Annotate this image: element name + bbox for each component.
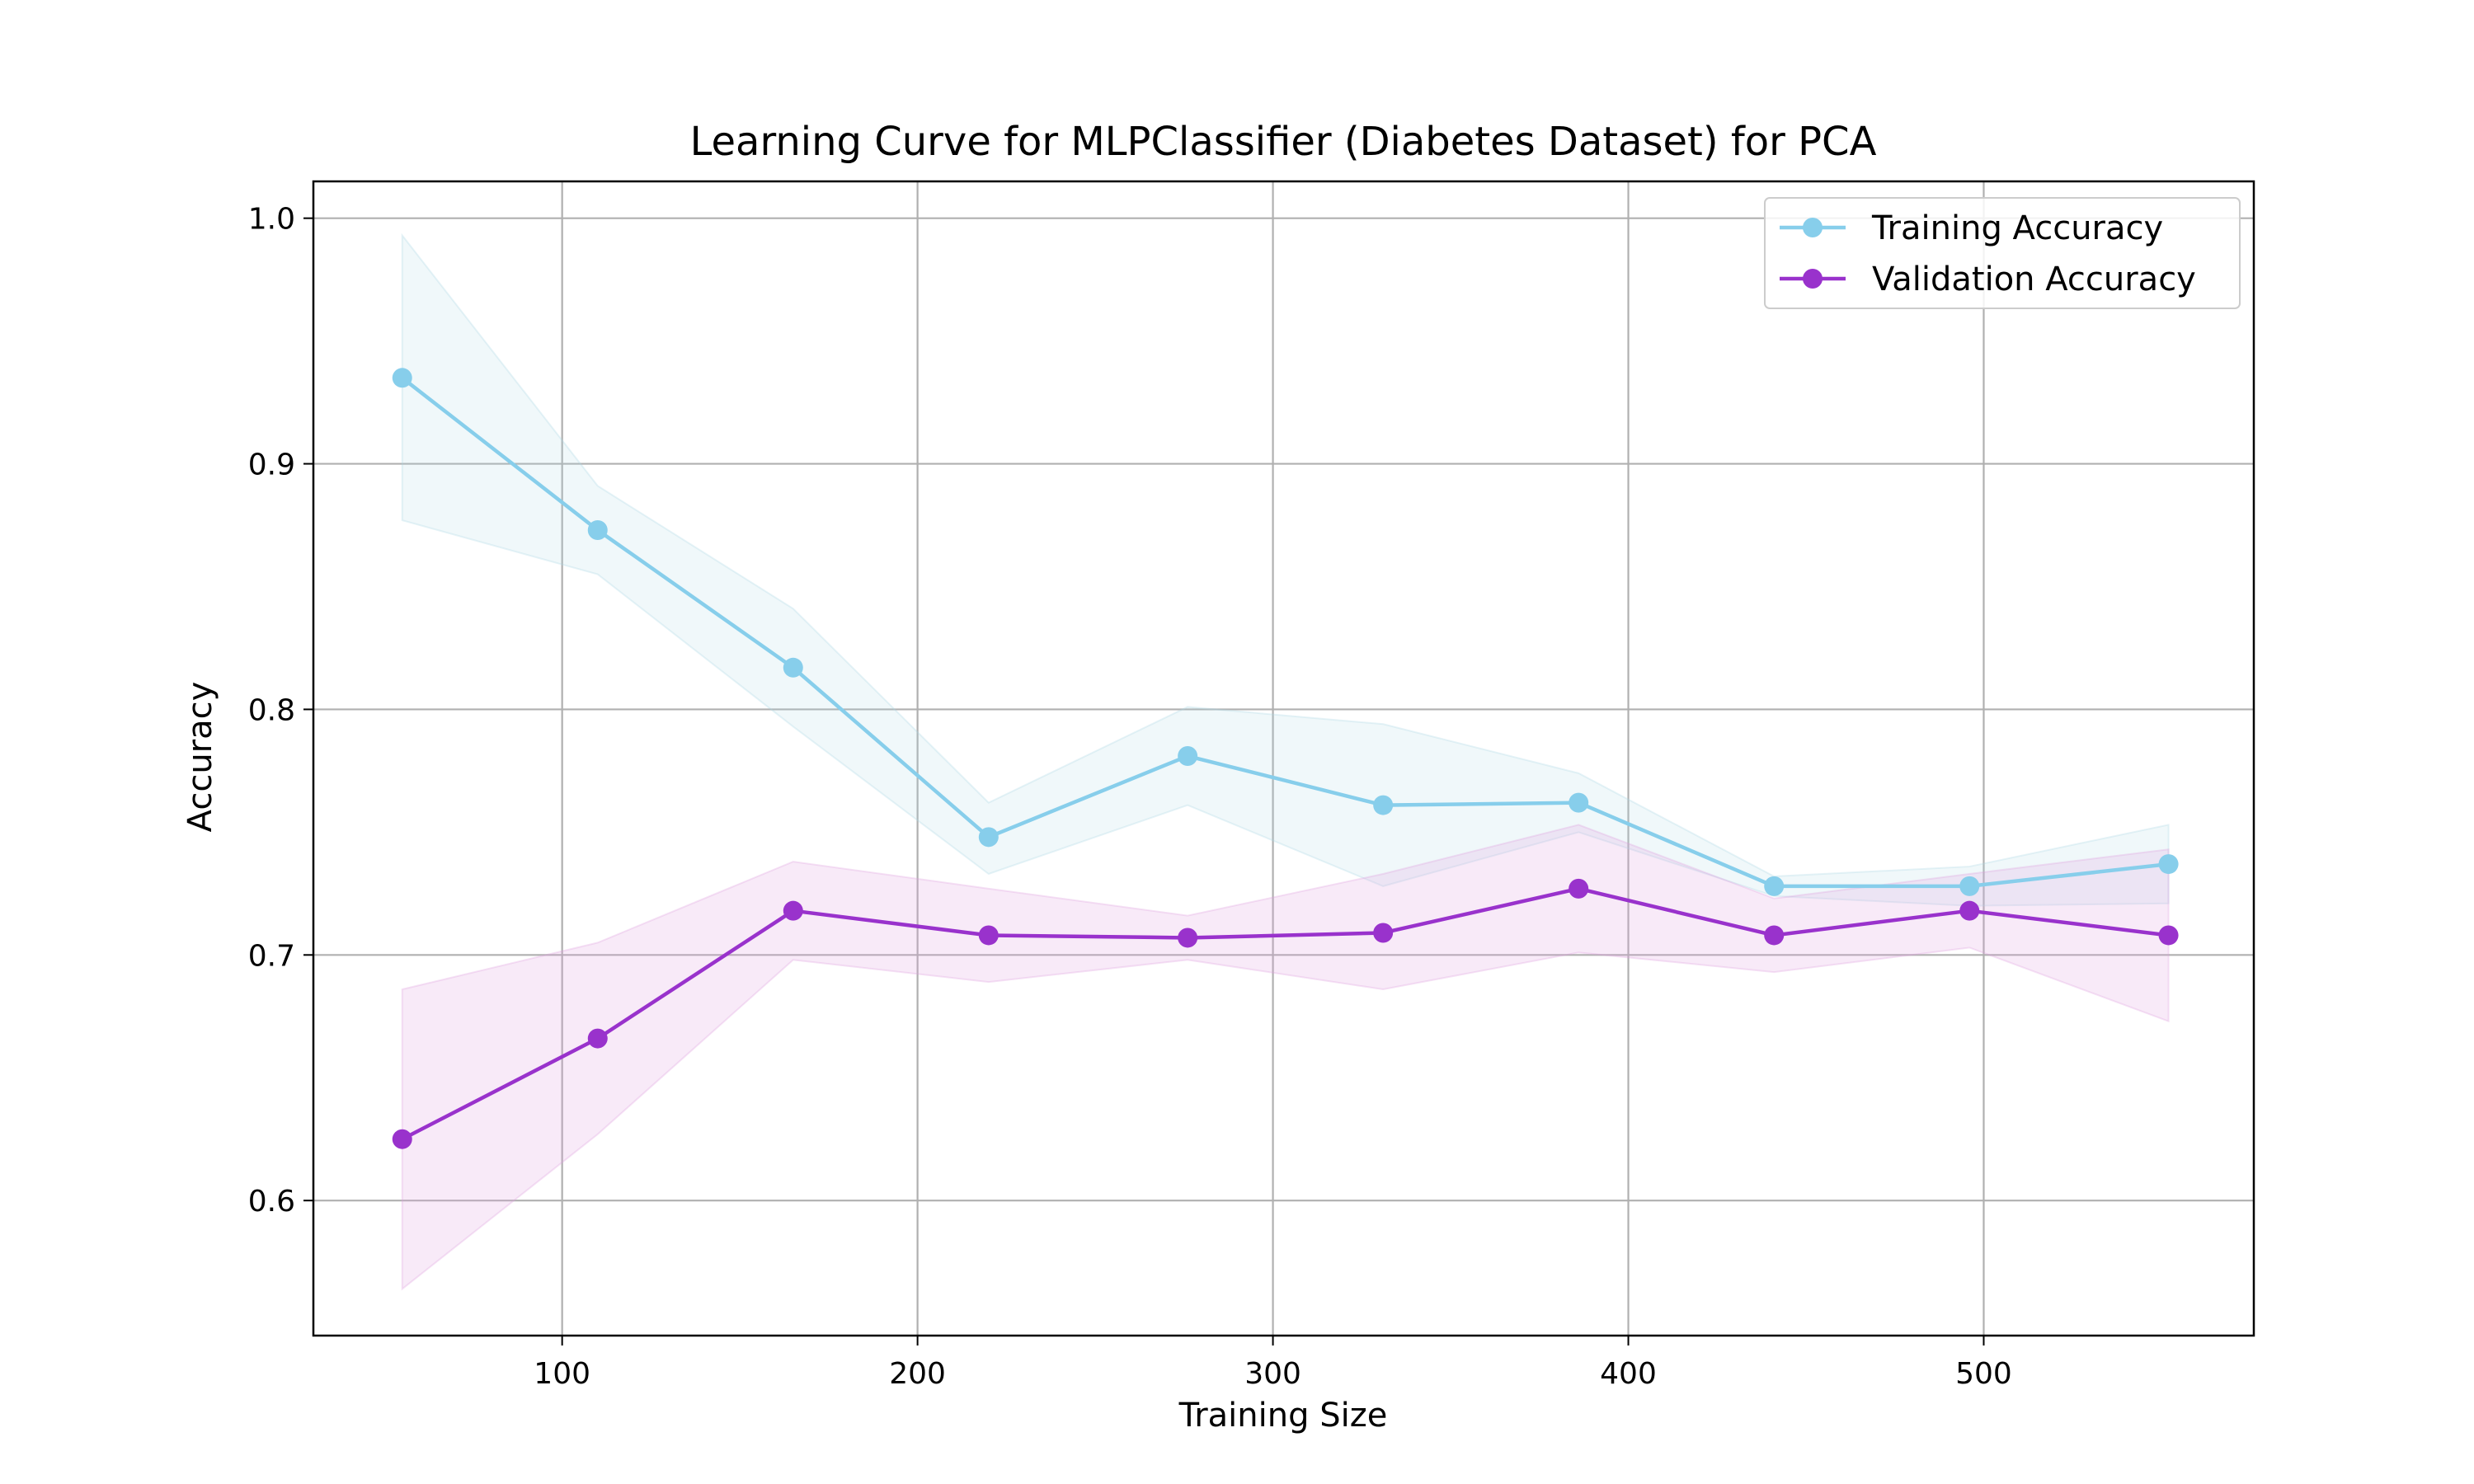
series-markers	[392, 368, 2179, 1149]
validation-accuracy-point	[2158, 925, 2179, 946]
validation-accuracy-point	[783, 900, 803, 921]
y-tick-label: 0.7	[248, 939, 295, 973]
validation-accuracy-point	[1569, 878, 1589, 899]
legend-box	[1764, 197, 2241, 309]
validation-accuracy-point	[1178, 928, 1198, 948]
x-axis-label: Training Size	[1178, 1397, 1388, 1435]
legend: Training Accuracy Validation Accuracy	[1764, 197, 2241, 309]
y-tick-label: 0.6	[248, 1185, 295, 1219]
x-tick-label: 400	[1600, 1357, 1657, 1391]
y-tick-label: 1.0	[248, 203, 295, 237]
training-accuracy-point	[587, 519, 608, 540]
x-tick-label: 100	[534, 1357, 590, 1391]
confidence-bands	[401, 232, 2170, 1291]
training-accuracy-line	[401, 376, 2169, 889]
training-accuracy-legend-marker	[1803, 218, 1823, 237]
training-accuracy-point	[392, 368, 412, 388]
y-tick-label: 0.8	[248, 693, 295, 727]
training-accuracy-point	[978, 827, 999, 848]
validation-accuracy-point	[587, 1028, 608, 1049]
validation-accuracy-line	[401, 886, 2169, 1141]
x-tick-label: 300	[1244, 1357, 1301, 1391]
x-tick-label: 500	[1955, 1357, 2012, 1391]
x-tick-label: 200	[889, 1357, 946, 1391]
plot-frame	[312, 180, 2255, 1337]
training-accuracy-point	[783, 657, 803, 678]
validation-accuracy-point	[392, 1129, 412, 1149]
validation-accuracy-point	[978, 925, 999, 946]
training-accuracy-legend-label: Training Accuracy	[1871, 209, 2163, 247]
training-accuracy-point	[1764, 876, 1785, 896]
training-accuracy-point	[1178, 746, 1198, 767]
y-axis-label: Accuracy	[181, 682, 219, 833]
training-accuracy-point	[1569, 792, 1589, 813]
chart-title: Learning Curve for MLPClassifier (Diabet…	[690, 119, 1877, 165]
axis-ticks: 100 200 300 400 500 0.6 0.7 0.8 0.9 1.0	[248, 203, 2012, 1391]
y-tick-label: 0.9	[248, 448, 295, 482]
validation-accuracy-point	[1764, 925, 1785, 946]
validation-accuracy-point	[1373, 923, 1394, 943]
validation-accuracy-legend-marker	[1803, 269, 1823, 289]
series-lines	[401, 376, 2169, 1141]
training-accuracy-band	[401, 232, 2170, 907]
training-accuracy-point	[1959, 876, 1980, 896]
validation-accuracy-band	[401, 824, 2170, 1291]
validation-accuracy-legend-label: Validation Accuracy	[1872, 261, 2196, 298]
training-accuracy-point	[2158, 854, 2179, 875]
training-accuracy-point	[1373, 795, 1394, 815]
validation-accuracy-point	[1959, 900, 1980, 921]
